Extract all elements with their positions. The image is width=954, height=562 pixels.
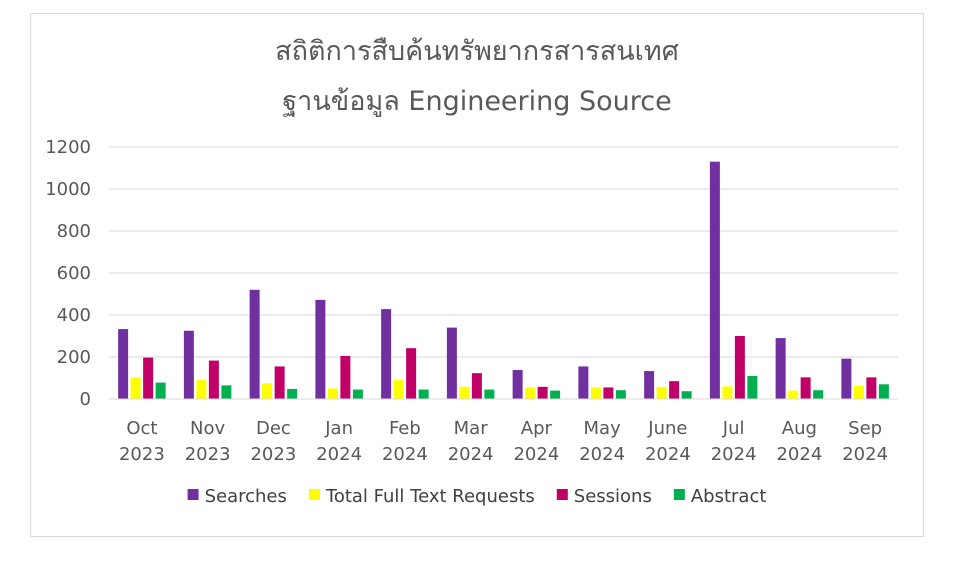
bar-sessions — [143, 357, 154, 399]
x-tick-label: 2024 — [382, 444, 428, 465]
x-tick-label: 2023 — [119, 444, 165, 465]
bar-sessions — [274, 366, 285, 399]
y-tick-label: 0 — [80, 389, 91, 410]
x-tick-label: 2024 — [579, 444, 625, 465]
bar-searches — [709, 161, 720, 399]
x-tick-label: 2024 — [645, 444, 691, 465]
bar-total-full-text-requests — [788, 390, 799, 399]
bar-searches — [512, 370, 523, 399]
legend-label: Searches — [205, 486, 287, 507]
bar-total-full-text-requests — [590, 387, 601, 399]
bar-abstract — [155, 382, 166, 399]
x-tick-label: Apr — [521, 418, 553, 439]
x-tick-label: 2023 — [250, 444, 296, 465]
x-tick-label: Jul — [722, 418, 745, 439]
bar-searches — [249, 289, 260, 399]
bar-sessions — [406, 348, 417, 399]
bar-sessions — [800, 377, 811, 399]
bar-searches — [644, 371, 655, 399]
bar-sessions — [537, 386, 548, 399]
bar-sessions — [734, 336, 745, 399]
bar-sessions — [866, 377, 877, 399]
y-tick-label: 200 — [57, 347, 91, 368]
bar-total-full-text-requests — [853, 385, 864, 399]
legend-label: Sessions — [574, 486, 652, 507]
y-tick-label: 1000 — [45, 179, 91, 200]
x-tick-label: Jan — [324, 418, 353, 439]
bar-total-full-text-requests — [393, 380, 404, 399]
bar-searches — [381, 309, 392, 399]
chart-title: สถิติการสืบค้นทรัพยากรสารสนเทศ ฐานข้อมูล… — [275, 36, 679, 117]
bar-abstract — [352, 389, 363, 399]
chart-title-line-1: สถิติการสืบค้นทรัพยากรสารสนเทศ — [275, 36, 679, 67]
x-tick-label: Mar — [454, 418, 489, 439]
legend-swatch — [308, 489, 320, 500]
chart-frame — [30, 13, 924, 537]
legend: Searches Total Full Text Requests Sessions… — [187, 486, 767, 507]
bar-sessions — [669, 381, 680, 399]
y-axis: 0 200 400 600 800 1000 1200 — [45, 137, 91, 410]
bar-total-full-text-requests — [525, 387, 536, 399]
x-tick-label: 2024 — [711, 444, 757, 465]
x-tick-label: Dec — [256, 418, 291, 439]
bar-abstract — [878, 384, 889, 399]
bar-abstract — [221, 385, 232, 399]
bar-abstract — [484, 389, 495, 399]
chart-title-line-2: ฐานข้อมูล Engineering Source — [282, 86, 671, 117]
x-tick-label: Aug — [782, 418, 817, 439]
x-tick-label: Oct — [126, 418, 157, 439]
x-tick-label: 2023 — [185, 444, 231, 465]
bar-total-full-text-requests — [196, 380, 207, 399]
bar-abstract — [287, 388, 298, 399]
legend-swatch — [673, 489, 685, 500]
legend-label: Total Full Text Requests — [325, 486, 535, 507]
y-tick-label: 800 — [57, 221, 91, 242]
x-tick-label: Sep — [848, 418, 882, 439]
x-tick-label: Nov — [190, 418, 225, 439]
legend-swatch — [187, 489, 199, 500]
bar-total-full-text-requests — [722, 386, 733, 399]
bar-total-full-text-requests — [656, 386, 667, 399]
bar-abstract — [418, 389, 429, 399]
bar-abstract — [813, 390, 824, 399]
x-axis: Oct 2023 Nov 2023 Dec 2023 Jan 2024 Feb 2024 Mar 20… — [109, 398, 898, 465]
bar-searches — [446, 327, 457, 399]
bar-sessions — [340, 355, 351, 399]
x-tick-label: June — [647, 418, 687, 439]
y-tick-label: 400 — [57, 305, 91, 326]
bar-searches — [841, 358, 852, 399]
bar-total-full-text-requests — [327, 388, 338, 399]
x-tick-label: 2024 — [316, 444, 362, 465]
bar-searches — [315, 299, 326, 399]
bar-total-full-text-requests — [459, 386, 470, 399]
bar-sessions — [208, 360, 219, 399]
x-tick-label: May — [584, 418, 622, 439]
legend-label: Abstract — [691, 486, 767, 507]
bar-abstract — [615, 390, 626, 399]
bar-total-full-text-requests — [262, 383, 273, 399]
bar-abstract — [550, 390, 561, 399]
x-tick-label: 2024 — [842, 444, 888, 465]
y-tick-label: 1200 — [45, 137, 91, 158]
x-tick-label: 2024 — [776, 444, 822, 465]
bar-searches — [775, 338, 786, 399]
bars — [118, 161, 889, 399]
x-tick-label: Feb — [389, 418, 421, 439]
legend-swatch — [556, 489, 568, 500]
x-tick-label: 2024 — [448, 444, 494, 465]
bar-searches — [578, 366, 589, 399]
bar-searches — [118, 329, 129, 399]
bar-total-full-text-requests — [130, 377, 141, 399]
bar-searches — [183, 330, 194, 399]
y-tick-label: 600 — [57, 263, 91, 284]
bar-abstract — [747, 375, 758, 399]
bar-sessions — [603, 387, 614, 399]
x-tick-label: 2024 — [513, 444, 559, 465]
bar-sessions — [471, 373, 482, 399]
bar-abstract — [681, 391, 692, 399]
